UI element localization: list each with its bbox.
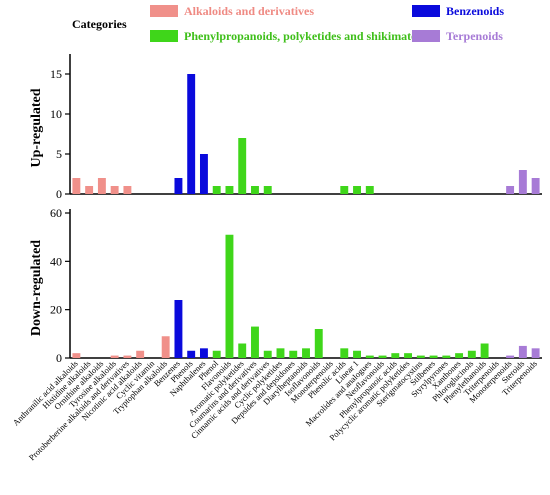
down-bar (289, 350, 298, 358)
up-bar (72, 178, 81, 194)
down-bar (391, 353, 400, 358)
up-bar (251, 186, 259, 194)
up-bar (212, 186, 221, 194)
down-bar (251, 326, 259, 358)
legend-swatch-phenylpropanoids (150, 30, 178, 42)
legend-title: Categories (72, 17, 127, 31)
down-bar (480, 343, 489, 358)
down-bar (72, 353, 81, 358)
y-tick-label: 0 (56, 351, 62, 365)
up-bar (225, 186, 234, 194)
legend-swatch-terpenoids (412, 30, 440, 42)
y-tick-label: 15 (50, 67, 62, 81)
down-bar (404, 353, 413, 358)
up-bar (85, 186, 94, 194)
legend-swatch-alkaloids (150, 5, 178, 17)
up-bar (110, 186, 119, 194)
up-bar (199, 154, 208, 194)
y-axis-title-down: Down-regulated (29, 240, 44, 336)
up-bar (531, 178, 540, 194)
y-tick-label: 60 (50, 206, 62, 220)
down-bar (161, 336, 170, 358)
down-bar (416, 355, 425, 358)
down-bar (518, 345, 527, 358)
legend-swatch-benzenoids (412, 5, 440, 17)
down-bar (340, 348, 349, 358)
legend-label-alkaloids: Alkaloids and derivatives (184, 4, 314, 18)
y-tick-label: 10 (50, 107, 62, 121)
down-bar (225, 234, 234, 358)
y-tick-label: 5 (56, 147, 62, 161)
down-bar (467, 350, 476, 358)
down-bar (199, 348, 208, 358)
down-bar (302, 348, 310, 358)
up-bar (123, 186, 132, 194)
up-bar (263, 186, 272, 194)
down-bar (136, 350, 145, 358)
up-bar (238, 138, 247, 194)
legend: Categories Alkaloids and derivatives Phe… (72, 4, 504, 43)
down-bar (238, 343, 247, 358)
down-bar (353, 350, 361, 358)
down-bar (365, 355, 374, 358)
down-bar (429, 355, 438, 358)
down-bar (212, 350, 221, 358)
up-bar (353, 186, 361, 194)
down-bar (378, 355, 387, 358)
up-bar (365, 186, 374, 194)
up-bar (518, 170, 527, 194)
up-bar (97, 178, 106, 194)
y-tick-label: 40 (50, 254, 62, 268)
down-bar (455, 353, 464, 358)
y-axis-title-up: Up-regulated (29, 88, 44, 167)
down-bar (276, 348, 285, 358)
down-bar (263, 350, 272, 358)
up-bar (506, 186, 515, 194)
up-bar (187, 74, 196, 194)
down-bar (442, 355, 451, 358)
down-bar (314, 329, 323, 358)
legend-label-terpenoids: Terpenoids (446, 29, 503, 43)
down-bar (531, 348, 540, 358)
down-regulated-panel: 0 20 40 60 (50, 206, 542, 365)
y-tick-label: 20 (50, 303, 62, 317)
y-tick-label: 0 (56, 187, 62, 201)
legend-label-benzenoids: Benzenoids (446, 4, 504, 18)
down-bar (187, 350, 196, 358)
up-bar (174, 178, 183, 194)
down-bar (506, 355, 515, 358)
legend-label-phenylpropanoids: Phenylpropanoids, polyketides and shikim… (184, 29, 422, 43)
down-bar (174, 300, 183, 358)
up-bar (340, 186, 349, 194)
up-regulated-panel: 0 5 10 15 (50, 54, 542, 201)
down-bar (110, 355, 119, 358)
down-bar (123, 355, 132, 358)
